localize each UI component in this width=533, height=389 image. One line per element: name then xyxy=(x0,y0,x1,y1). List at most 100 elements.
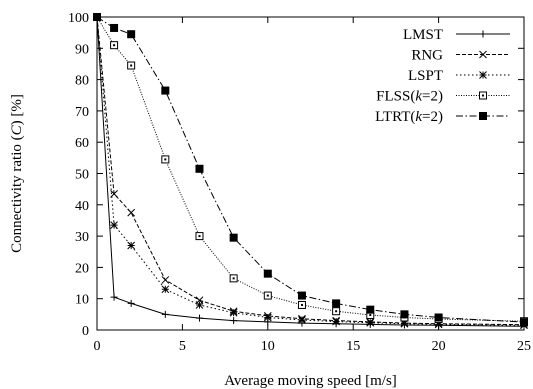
label-part: ) [%] xyxy=(9,94,25,125)
legend-entry: LMST xyxy=(403,27,510,43)
legend-label: LMST xyxy=(403,27,443,43)
data-point-dot xyxy=(266,294,269,297)
y-tick-label: 40 xyxy=(75,199,89,214)
data-point xyxy=(110,23,119,32)
series-4 xyxy=(93,13,528,326)
legend-marker xyxy=(479,30,487,38)
data-point xyxy=(332,299,341,308)
data-point xyxy=(127,208,136,217)
data-point xyxy=(366,305,375,314)
data-point xyxy=(297,291,306,300)
data-point-dot xyxy=(232,277,235,280)
x-axis-label: Average moving speed [m/s] xyxy=(224,373,397,389)
data-point xyxy=(434,313,443,322)
data-point xyxy=(520,318,528,327)
data-point xyxy=(195,301,204,309)
data-point xyxy=(110,293,118,301)
x-tick-label: 5 xyxy=(179,339,186,354)
data-point xyxy=(161,285,170,294)
y-tick-label: 100 xyxy=(68,11,89,26)
label-part: LTRT( xyxy=(375,109,415,125)
legend-entry: LSPT xyxy=(408,68,510,84)
series-line xyxy=(96,16,525,326)
data-point xyxy=(127,30,136,39)
label-part: RNG xyxy=(411,48,443,64)
data-point-dot xyxy=(198,235,201,238)
axes: 0 10 20 30 40 50 60 70 80 90 100 0 5 10 15 20 25 xyxy=(68,11,531,354)
data-point xyxy=(298,316,306,324)
series-layer xyxy=(93,13,528,330)
x-tick-label: 0 xyxy=(94,339,101,354)
y-tick-label: 80 xyxy=(75,74,89,89)
legend-label: LSPT xyxy=(408,68,443,84)
series-3 xyxy=(93,13,528,330)
legend-marker xyxy=(479,50,487,59)
legend-entry: RNG xyxy=(411,48,510,64)
y-tick-label: 50 xyxy=(75,168,89,183)
label-part: =2) xyxy=(422,109,443,125)
series-line xyxy=(96,16,525,322)
legend-marker-dot xyxy=(482,94,484,97)
data-point xyxy=(195,314,203,322)
data-point xyxy=(195,164,204,173)
data-point-dot xyxy=(130,64,133,67)
label-part: k xyxy=(415,109,422,125)
data-point xyxy=(110,189,118,198)
data-point xyxy=(434,320,443,329)
series-line xyxy=(96,16,525,326)
data-point-dot xyxy=(113,44,116,47)
series-1 xyxy=(93,13,528,330)
data-point xyxy=(400,319,409,328)
label-part: FLSS( xyxy=(376,89,415,105)
y-tick-label: 90 xyxy=(75,42,89,57)
series-line xyxy=(96,16,525,327)
data-point xyxy=(93,13,101,21)
x-tick-label: 25 xyxy=(517,339,531,354)
legend-entry: FLSS(k=2) xyxy=(376,89,510,105)
data-point xyxy=(400,310,409,319)
label-part: LSPT xyxy=(408,68,443,84)
label-part: k xyxy=(415,89,422,105)
data-point xyxy=(332,317,340,326)
y-tick-label: 30 xyxy=(75,230,89,245)
data-point xyxy=(230,317,238,325)
data-point xyxy=(229,233,238,242)
y-tick-label: 60 xyxy=(75,136,89,151)
label-part: Connectivity ratio ( xyxy=(9,135,25,252)
legend-label: LTRT(k=2) xyxy=(375,109,443,125)
data-point-dot xyxy=(300,303,303,306)
legend-label: RNG xyxy=(411,48,443,64)
y-tick-label: 20 xyxy=(75,261,89,276)
x-tick-label: 10 xyxy=(261,339,275,354)
data-point-dot xyxy=(335,310,338,313)
data-point xyxy=(161,310,169,318)
y-tick-label: 70 xyxy=(75,105,89,120)
data-point xyxy=(263,269,272,278)
data-point xyxy=(161,86,170,95)
series-5 xyxy=(93,13,528,327)
data-point xyxy=(127,299,135,307)
label-part: C xyxy=(9,124,25,135)
data-point-dot xyxy=(369,313,372,316)
legend-label: FLSS(k=2) xyxy=(376,89,443,105)
data-point xyxy=(161,276,170,284)
label-part: =2) xyxy=(422,89,443,105)
data-point xyxy=(229,308,238,317)
legend-marker xyxy=(479,71,487,79)
data-point xyxy=(110,221,118,229)
series-line xyxy=(96,16,525,323)
data-point-dot xyxy=(164,158,167,161)
data-point xyxy=(127,241,136,250)
y-axis-label: Connectivity ratio (C) [%] xyxy=(9,94,25,253)
x-tick-label: 15 xyxy=(346,339,360,354)
y-tick-label: 0 xyxy=(82,324,89,339)
data-point xyxy=(263,313,272,322)
legend-entry: LTRT(k=2) xyxy=(375,109,510,125)
label-part: LMST xyxy=(403,27,443,43)
legend-marker xyxy=(479,112,487,120)
y-tick-label: 10 xyxy=(75,293,89,308)
x-tick-label: 20 xyxy=(432,339,446,354)
plot-frame xyxy=(96,16,525,331)
